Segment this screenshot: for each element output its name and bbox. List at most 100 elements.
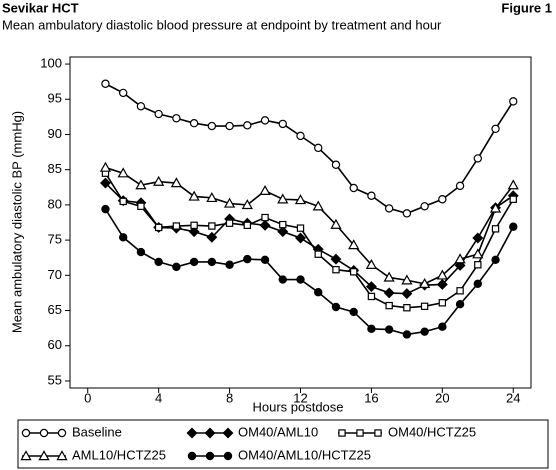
- data-point: [330, 218, 342, 229]
- data-point: [438, 195, 447, 204]
- data-point: [438, 299, 447, 307]
- data-point: [507, 179, 519, 190]
- data-point: [119, 197, 127, 206]
- data-point: [491, 255, 500, 265]
- data-point: [99, 161, 112, 172]
- data-point: [296, 275, 305, 284]
- data-point: [277, 226, 289, 238]
- figure-label: Figure 1: [501, 0, 552, 15]
- data-point: [278, 119, 287, 129]
- data-point: [455, 299, 465, 309]
- data-point: [474, 261, 482, 269]
- data-point: [243, 121, 252, 130]
- data-point: [118, 233, 128, 242]
- legend-marker: [57, 428, 67, 438]
- data-point: [243, 221, 252, 230]
- y-tick-label: 75: [48, 232, 62, 247]
- data-point: [365, 258, 378, 269]
- legend-marker: [38, 450, 50, 461]
- data-point: [472, 232, 484, 244]
- y-tick-label: 100: [40, 55, 62, 70]
- legend-marker: [21, 428, 31, 438]
- y-tick-label: 80: [48, 196, 62, 211]
- data-point: [208, 222, 216, 230]
- data-point: [241, 199, 253, 210]
- data-point: [509, 222, 518, 231]
- data-point: [295, 232, 306, 244]
- series-line: [105, 83, 514, 215]
- data-point: [225, 260, 234, 269]
- data-point: [314, 288, 323, 297]
- series-line: [105, 166, 514, 285]
- data-point: [384, 204, 394, 213]
- data-point: [330, 253, 342, 265]
- series-line: [104, 182, 514, 295]
- data-point: [418, 277, 431, 288]
- data-point: [153, 175, 165, 186]
- data-point: [348, 239, 360, 250]
- data-point: [420, 327, 429, 336]
- data-point: [314, 143, 323, 153]
- series-line: [104, 172, 514, 309]
- x-tick-label: 16: [364, 390, 378, 405]
- x-axis-label: Hours postdose: [252, 399, 343, 414]
- legend-marker: [187, 451, 197, 461]
- y-tick-label: 90: [48, 126, 62, 141]
- data-point: [454, 253, 466, 264]
- data-point: [279, 220, 287, 229]
- legend-marker: [56, 450, 68, 461]
- data-point: [294, 194, 307, 205]
- data-point: [332, 265, 340, 274]
- legend-marker: [223, 451, 233, 461]
- data-point: [154, 109, 163, 119]
- legend-marker: [186, 427, 198, 439]
- data-point: [438, 322, 447, 331]
- legend-marker: [338, 429, 346, 437]
- legend-marker: [39, 428, 49, 438]
- data-point: [172, 262, 181, 272]
- legend-marker: [20, 450, 32, 461]
- legend-label: OM40/AML10/HCTZ25: [238, 447, 371, 462]
- data-point: [243, 254, 252, 264]
- data-point: [206, 192, 218, 203]
- data-point: [223, 197, 236, 208]
- data-point: [367, 292, 376, 301]
- data-point: [331, 160, 341, 169]
- data-point: [456, 287, 464, 295]
- legend-marker: [222, 427, 234, 439]
- data-point: [455, 181, 465, 191]
- data-point: [296, 224, 305, 232]
- data-point: [259, 184, 271, 196]
- data-point: [312, 200, 324, 211]
- data-point: [188, 190, 200, 201]
- data-point: [100, 177, 111, 189]
- chart-subtitle: Mean ambulatory diastolic blood pressure…: [2, 17, 442, 32]
- data-point: [489, 202, 502, 213]
- data-point: [135, 179, 147, 190]
- data-point: [172, 114, 181, 123]
- data-point: [314, 250, 322, 258]
- data-point: [401, 274, 413, 285]
- legend-label: OM40/HCTZ25: [388, 424, 476, 439]
- y-tick-label: 60: [48, 337, 62, 352]
- data-point: [401, 288, 413, 300]
- data-point: [117, 167, 129, 178]
- data-point: [420, 302, 429, 311]
- x-tick-label: 20: [435, 390, 449, 405]
- data-point: [473, 154, 483, 163]
- data-point: [509, 97, 518, 106]
- y-tick-label: 95: [48, 91, 62, 106]
- x-tick-label: 4: [155, 390, 162, 405]
- data-point: [509, 195, 517, 203]
- data-point: [154, 223, 163, 232]
- data-point: [118, 88, 128, 98]
- data-point: [420, 202, 429, 211]
- data-point: [172, 222, 181, 230]
- data-point: [260, 116, 270, 125]
- y-tick-label: 65: [48, 302, 62, 317]
- chart-title: Sevikar HCT: [2, 0, 79, 15]
- legend-marker: [205, 451, 215, 461]
- legend-label: AML10/HCTZ25: [72, 447, 166, 462]
